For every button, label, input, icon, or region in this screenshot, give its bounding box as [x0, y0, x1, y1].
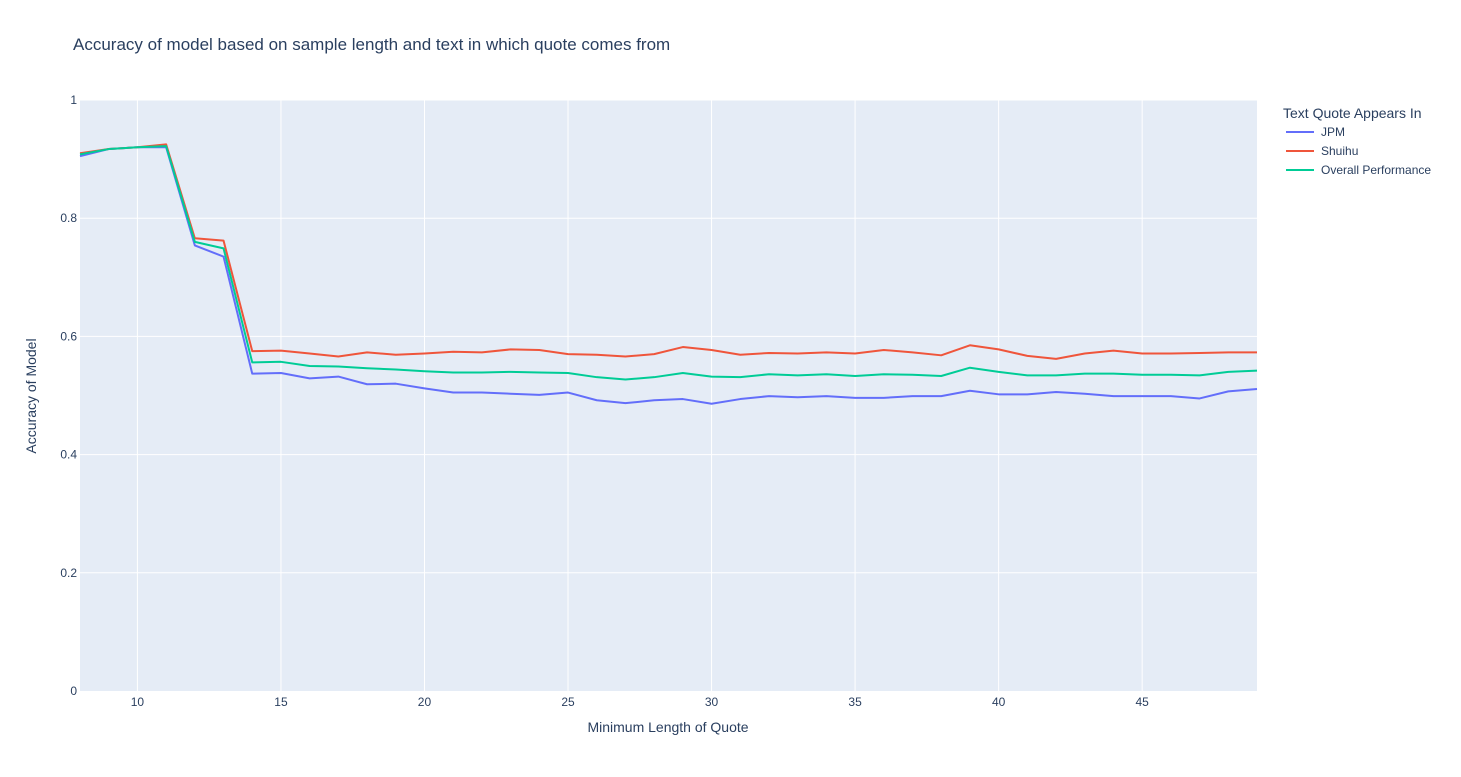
- x-tick-label: 45: [1135, 695, 1149, 709]
- y-tick-label: 0.8: [60, 211, 77, 225]
- legend-item-shuihu[interactable]: Shuihu: [1321, 144, 1358, 158]
- series-line-shuihu: [79, 143, 1257, 360]
- legend: Text Quote Appears In JPM Shuihu Overall P…: [1283, 105, 1431, 177]
- y-tick-labels: 0 0.2 0.4 0.6 0.8 1: [60, 93, 77, 698]
- x-tick-label: 25: [561, 695, 575, 709]
- y-axis-label: Accuracy of Model: [23, 338, 39, 453]
- x-tick-labels: 10 15 20 25 30 35 40 45: [131, 695, 1149, 709]
- legend-item-jpm[interactable]: JPM: [1321, 125, 1345, 139]
- y-tick-label: 0.2: [60, 566, 77, 580]
- legend-title: Text Quote Appears In: [1283, 105, 1422, 121]
- chart-title: Accuracy of model based on sample length…: [73, 35, 670, 54]
- x-axis-label: Minimum Length of Quote: [587, 719, 748, 735]
- y-tick-label: 0: [70, 684, 77, 698]
- y-tick-label: 1: [70, 93, 77, 107]
- x-tick-label: 30: [705, 695, 719, 709]
- grid-lines: [80, 99, 1257, 691]
- plot-area: [80, 100, 1257, 691]
- x-tick-label: 40: [992, 695, 1006, 709]
- x-tick-label: 20: [418, 695, 432, 709]
- x-tick-label: 35: [848, 695, 862, 709]
- x-tick-label: 10: [131, 695, 145, 709]
- series-lines: [79, 143, 1258, 405]
- y-tick-label: 0.6: [60, 329, 77, 343]
- x-tick-label: 15: [274, 695, 288, 709]
- y-tick-label: 0.4: [60, 448, 77, 462]
- series-line-jpm: [79, 146, 1258, 405]
- legend-item-overall-performance[interactable]: Overall Performance: [1321, 163, 1431, 177]
- series-line-overall-performance: [79, 145, 1258, 381]
